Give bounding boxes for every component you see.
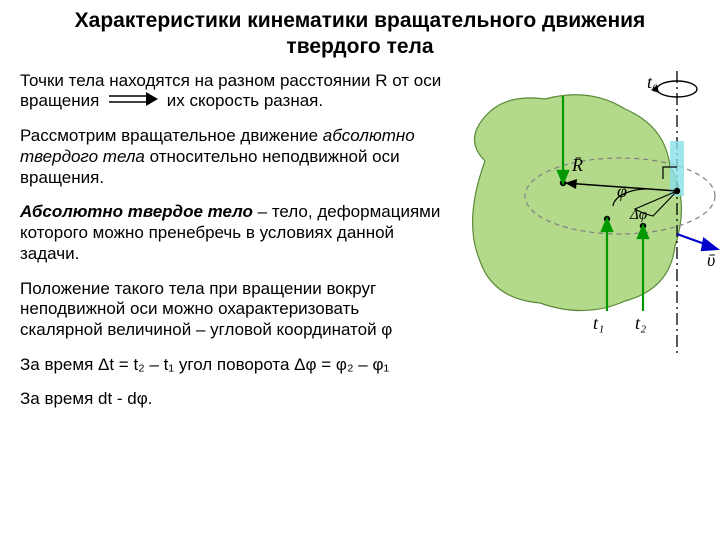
para-5: За время Δt = t₂ – t₁ угол поворота Δφ =…: [20, 355, 445, 376]
label-t1: t₁: [593, 313, 604, 333]
para-1: Точки тела находятся на разном расстояни…: [20, 71, 445, 113]
label-R: R̄: [571, 155, 583, 175]
label-dphi: Δφ: [629, 207, 647, 223]
velocity-arrow: [677, 234, 717, 250]
label-v: ῡ: [707, 250, 715, 270]
label-t0: t₀: [647, 72, 658, 92]
label-phi: φ: [617, 181, 627, 201]
p1-b: их скорость разная.: [167, 91, 323, 110]
title-line1: Характеристики кинематики вращательного …: [75, 9, 646, 32]
axis-point: [674, 187, 680, 193]
para-6: За время dt - dφ.: [20, 389, 445, 410]
p2-a: Рассмотрим вращательное движение: [20, 126, 323, 145]
para-4: Положение такого тела при вращении вокру…: [20, 279, 445, 341]
axis-cyan-band: [670, 141, 684, 196]
para-2: Рассмотрим вращательное движение абсолют…: [20, 126, 445, 188]
p3-a: Абсолютно твердое тело: [20, 202, 253, 221]
label-t2: t₂: [635, 313, 646, 333]
implies-arrow-icon: [108, 91, 158, 112]
text-column: Точки тела находятся на разном расстояни…: [20, 71, 445, 425]
para-3: Абсолютно твердое тело – тело, деформаци…: [20, 202, 445, 264]
title-line2: твердого тела: [286, 35, 433, 58]
rotation-diagram: t₀ R̄ φ Δφ t₁ t₂ ῡ: [445, 71, 720, 351]
